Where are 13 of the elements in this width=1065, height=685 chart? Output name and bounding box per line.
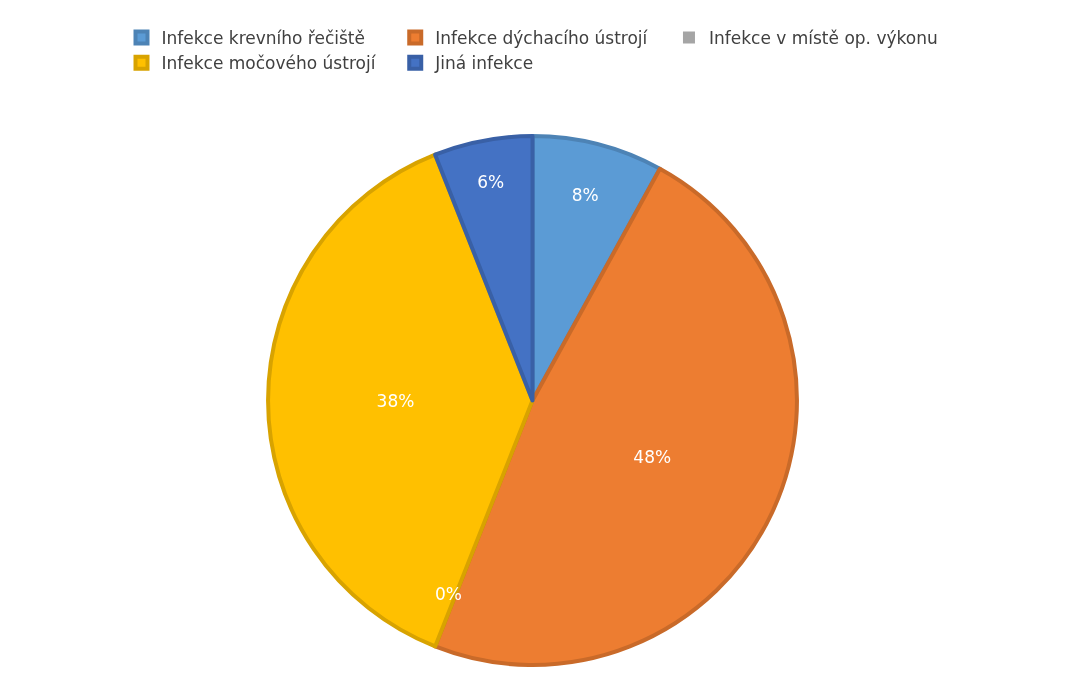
text: 0% (435, 584, 462, 604)
legend-label: Infekce v místě op. výkonu (708, 28, 938, 49)
pie-slice (433, 134, 535, 403)
data-label: 6% (477, 171, 505, 192)
data-label: 8% (571, 185, 599, 206)
legend-label: Infekce dýchacího ústrojí (435, 28, 649, 49)
pie-slice (266, 152, 535, 649)
data-label: 48% (633, 446, 672, 467)
pie-slice (433, 166, 799, 667)
data-label: 38% (376, 390, 415, 411)
legend-label: Infekce močového ústrojí (161, 53, 377, 74)
legend-label: Jiná infekce (434, 53, 534, 74)
legend-label: Infekce krevního řečiště (161, 28, 365, 49)
